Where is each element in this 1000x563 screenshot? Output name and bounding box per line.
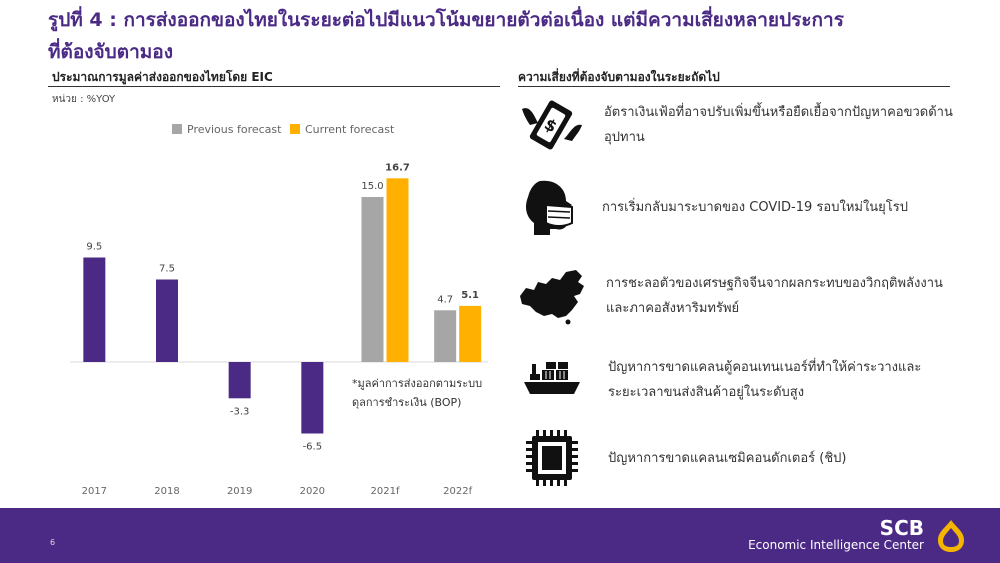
face-mask-icon — [520, 177, 584, 237]
bar — [386, 178, 409, 362]
money-bill-icon: $ — [520, 95, 584, 155]
data-label: 15.0 — [361, 181, 383, 192]
legend-label: Current forecast — [305, 123, 395, 136]
scb-logo-icon — [934, 518, 968, 558]
footer-bar: 6 SCB Economic Intelligence Center — [0, 508, 1000, 563]
x-tick-label: 2018 — [154, 486, 179, 497]
risk-text: การชะลอตัวของเศรษฐกิจจีนจากผลกระทบของวิก… — [606, 276, 943, 316]
risk-item-containers: ปัญหาการขาดแคลนตู้คอนเทนเนอร์ที่ทำให้ค่า… — [520, 350, 960, 410]
bar — [228, 362, 251, 399]
chart-heading: ประมาณการมูลค่าส่งออกของไทยโดย EIC — [52, 70, 273, 84]
right-divider — [518, 86, 950, 87]
x-tick-label: 2021f — [371, 486, 400, 497]
bar — [83, 257, 106, 362]
data-label: 16.7 — [385, 162, 410, 173]
bar — [434, 310, 457, 362]
x-tick-label: 2022f — [443, 486, 472, 497]
container-ship-icon — [520, 350, 584, 410]
data-label: 7.5 — [159, 264, 175, 275]
data-label: 9.5 — [86, 242, 102, 253]
left-divider — [48, 86, 500, 87]
bar — [459, 305, 482, 362]
page-number: 6 — [50, 538, 56, 547]
risk-text: ปัญหาการขาดแคลนตู้คอนเทนเนอร์ที่ทำให้ค่า… — [608, 360, 922, 400]
risk-item-chip: ปัญหาการขาดแคลนเซมิคอนดักเตอร์ (ชิป) — [520, 428, 960, 488]
unit-label: หน่วย : %YOY — [52, 94, 116, 105]
export-forecast-chart: Previous forecast Current forecast 9.5 2017… — [70, 123, 488, 497]
page-title: รูปที่ 4 : การส่งออกของไทยในระยะต่อไปมีแ… — [48, 4, 948, 68]
bar — [156, 279, 178, 362]
risk-text: การเริ่มกลับมาระบาดของ COVID-19 รอบใหม่ใ… — [602, 199, 909, 215]
bar — [361, 197, 384, 362]
data-label: 5.1 — [461, 290, 479, 301]
x-tick-label: 2019 — [227, 486, 252, 497]
risk-text: อัตราเงินเฟ้อที่อาจปรับเพิ่มขึ้นหรือยืดเ… — [604, 105, 953, 145]
bop-note: *มูลค่าการส่งออกตามระบบดุลการชำระเงิน (B… — [352, 377, 483, 409]
data-label: -6.5 — [303, 442, 323, 453]
data-label: 4.7 — [437, 294, 453, 305]
risk-text: ปัญหาการขาดแคลนเซมิคอนดักเตอร์ (ชิป) — [608, 450, 847, 466]
china-map-icon — [516, 266, 588, 326]
legend-swatch — [172, 124, 182, 134]
title-line-2: ที่ต้องจับตามอง — [48, 41, 173, 63]
x-tick-label: 2020 — [300, 486, 325, 497]
risk-item-covid: การเริ่มกลับมาระบาดของ COVID-19 รอบใหม่ใ… — [520, 177, 960, 237]
bar — [301, 362, 324, 434]
x-tick-label: 2017 — [82, 486, 107, 497]
risk-item-inflation: $ อัตราเงินเฟ้อที่อาจปรับเพิ่มขึ้นหรือยื… — [520, 95, 960, 155]
brand-subtitle: Economic Intelligence Center — [748, 538, 924, 552]
risks-heading: ความเสี่ยงที่ต้องจับตามองในระยะถัดไป — [518, 70, 720, 84]
brand-name: SCB — [879, 516, 924, 540]
legend-swatch — [290, 124, 300, 134]
chip-icon — [520, 428, 584, 488]
title-line-1: รูปที่ 4 : การส่งออกของไทยในระยะต่อไปมีแ… — [48, 9, 844, 31]
legend-label: Previous forecast — [187, 123, 282, 136]
risk-item-china: การชะลอตัวของเศรษฐกิจจีนจากผลกระทบของวิก… — [516, 266, 960, 326]
data-label: -3.3 — [230, 406, 250, 417]
